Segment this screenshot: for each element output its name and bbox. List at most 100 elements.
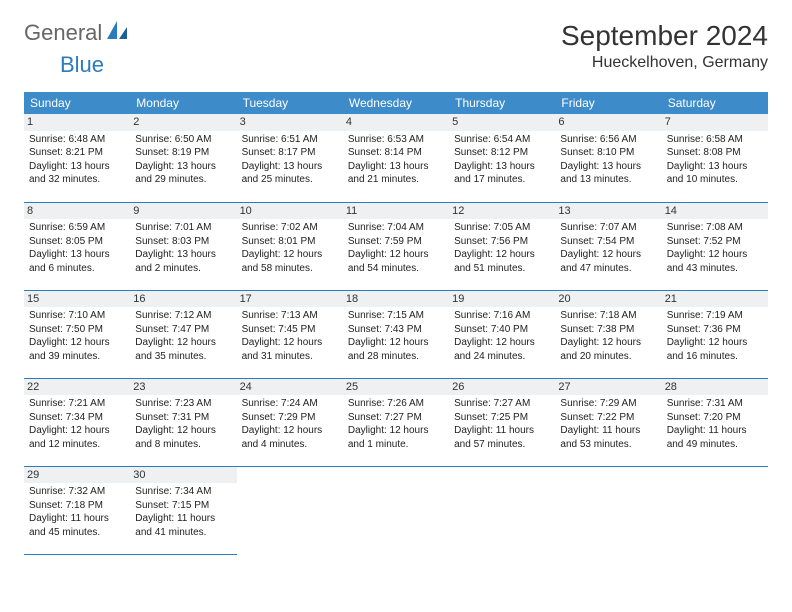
calendar-day-cell: 6Sunrise: 6:56 AMSunset: 8:10 PMDaylight…: [555, 114, 661, 202]
daylight-text: and 58 minutes.: [242, 262, 338, 276]
daylight-text: and 25 minutes.: [242, 173, 338, 187]
sunset-text: Sunset: 7:15 PM: [135, 499, 231, 513]
calendar-day-cell: 28Sunrise: 7:31 AMSunset: 7:20 PMDayligh…: [662, 378, 768, 466]
sunset-text: Sunset: 7:47 PM: [135, 323, 231, 337]
daylight-text: and 17 minutes.: [454, 173, 550, 187]
day-number: 3: [237, 114, 343, 131]
daylight-text: Daylight: 12 hours: [242, 336, 338, 350]
sunrise-text: Sunrise: 7:31 AM: [667, 397, 763, 411]
daylight-text: Daylight: 13 hours: [242, 160, 338, 174]
calendar-day-cell: 23Sunrise: 7:23 AMSunset: 7:31 PMDayligh…: [130, 378, 236, 466]
calendar-week-row: 8Sunrise: 6:59 AMSunset: 8:05 PM Daylight…: [24, 202, 768, 290]
calendar-day-cell: 14Sunrise: 7:08 AMSunset: 7:52 PMDayligh…: [662, 202, 768, 290]
sunset-text: Sunset: 7:22 PM: [560, 411, 656, 425]
calendar-day-cell: 15Sunrise: 7:10 AMSunset: 7:50 PMDayligh…: [24, 290, 130, 378]
daylight-text: and 32 minutes.: [29, 173, 125, 187]
day-number: 29: [24, 467, 130, 484]
daylight-text: Daylight: 12 hours: [348, 424, 444, 438]
sunset-text: Sunset: 7:45 PM: [242, 323, 338, 337]
sunset-text: Sunset: 8:21 PM: [29, 146, 125, 160]
sunrise-text: Sunrise: 7:16 AM: [454, 309, 550, 323]
sunset-text: Sunset: 8:10 PM: [560, 146, 656, 160]
calendar-day-cell: 8Sunrise: 6:59 AMSunset: 8:05 PMDaylight…: [24, 202, 130, 290]
day-number: 15: [24, 291, 130, 308]
calendar-day-cell: 27Sunrise: 7:29 AMSunset: 7:22 PMDayligh…: [555, 378, 661, 466]
daylight-text: and 1 minute.: [348, 438, 444, 452]
daylight-text: Daylight: 12 hours: [242, 248, 338, 262]
calendar-day-cell: 5Sunrise: 6:54 AMSunset: 8:12 PMDaylight…: [449, 114, 555, 202]
logo-text-general: General: [24, 20, 102, 46]
sunrise-text: Sunrise: 7:04 AM: [348, 221, 444, 235]
sunset-text: Sunset: 8:05 PM: [29, 235, 125, 249]
calendar-day-cell: 26Sunrise: 7:27 AMSunset: 7:25 PMDayligh…: [449, 378, 555, 466]
calendar-day-cell: 18Sunrise: 7:15 AMSunset: 7:43 PMDayligh…: [343, 290, 449, 378]
sunset-text: Sunset: 7:36 PM: [667, 323, 763, 337]
day-number: 18: [343, 291, 449, 308]
day-number: 8: [24, 203, 130, 220]
daylight-text: and 10 minutes.: [667, 173, 763, 187]
calendar-day-cell: 16Sunrise: 7:12 AMSunset: 7:47 PMDayligh…: [130, 290, 236, 378]
sunrise-text: Sunrise: 7:12 AM: [135, 309, 231, 323]
sunrise-text: Sunrise: 6:51 AM: [242, 133, 338, 147]
daylight-text: Daylight: 11 hours: [135, 512, 231, 526]
daylight-text: and 39 minutes.: [29, 350, 125, 364]
daylight-text: Daylight: 12 hours: [667, 336, 763, 350]
daylight-text: Daylight: 12 hours: [560, 248, 656, 262]
sunset-text: Sunset: 7:25 PM: [454, 411, 550, 425]
sunset-text: Sunset: 7:38 PM: [560, 323, 656, 337]
calendar-day-cell: 7Sunrise: 6:58 AMSunset: 8:08 PMDaylight…: [662, 114, 768, 202]
daylight-text: and 45 minutes.: [29, 526, 125, 540]
daylight-text: Daylight: 13 hours: [560, 160, 656, 174]
sunrise-text: Sunrise: 7:29 AM: [560, 397, 656, 411]
daylight-text: Daylight: 11 hours: [29, 512, 125, 526]
sunrise-text: Sunrise: 7:19 AM: [667, 309, 763, 323]
day-number: 30: [130, 467, 236, 484]
calendar-day-cell: 11Sunrise: 7:04 AMSunset: 7:59 PMDayligh…: [343, 202, 449, 290]
sunset-text: Sunset: 7:50 PM: [29, 323, 125, 337]
sunset-text: Sunset: 8:14 PM: [348, 146, 444, 160]
calendar-week-row: 15Sunrise: 7:10 AMSunset: 7:50 PMDayligh…: [24, 290, 768, 378]
calendar-day-cell: 20Sunrise: 7:18 AMSunset: 7:38 PMDayligh…: [555, 290, 661, 378]
sunset-text: Sunset: 7:31 PM: [135, 411, 231, 425]
sunset-text: Sunset: 7:29 PM: [242, 411, 338, 425]
daylight-text: Daylight: 12 hours: [560, 336, 656, 350]
daylight-text: Daylight: 12 hours: [348, 336, 444, 350]
sunset-text: Sunset: 7:40 PM: [454, 323, 550, 337]
calendar-day-cell: [662, 466, 768, 554]
sunset-text: Sunset: 8:12 PM: [454, 146, 550, 160]
calendar-day-cell: 24Sunrise: 7:24 AMSunset: 7:29 PMDayligh…: [237, 378, 343, 466]
calendar-day-cell: 3 Sunrise: 6:51 AMSunset: 8:17 PMDaylight…: [237, 114, 343, 202]
weekday-header: Tuesday: [237, 92, 343, 114]
sunrise-text: Sunrise: 6:59 AM: [29, 221, 125, 235]
sunset-text: Sunset: 7:18 PM: [29, 499, 125, 513]
weekday-header: Monday: [130, 92, 236, 114]
calendar-day-cell: 21Sunrise: 7:19 AMSunset: 7:36 PMDayligh…: [662, 290, 768, 378]
sunset-text: Sunset: 7:52 PM: [667, 235, 763, 249]
weekday-header-row: Sunday Monday Tuesday Wednesday Thursday…: [24, 92, 768, 114]
day-number: 2: [130, 114, 236, 131]
weekday-header: Friday: [555, 92, 661, 114]
sunset-text: Sunset: 7:27 PM: [348, 411, 444, 425]
day-number: 12: [449, 203, 555, 220]
day-number: 16: [130, 291, 236, 308]
daylight-text: and 12 minutes.: [29, 438, 125, 452]
calendar-day-cell: 1Sunrise: 6:48 AMSunset: 8:21 PMDaylight…: [24, 114, 130, 202]
sunset-text: Sunset: 8:03 PM: [135, 235, 231, 249]
daylight-text: Daylight: 13 hours: [667, 160, 763, 174]
day-number: 22: [24, 379, 130, 396]
sunrise-text: Sunrise: 6:50 AM: [135, 133, 231, 147]
sunset-text: Sunset: 7:20 PM: [667, 411, 763, 425]
sunrise-text: Sunrise: 6:48 AM: [29, 133, 125, 147]
weekday-header: Wednesday: [343, 92, 449, 114]
sunset-text: Sunset: 8:19 PM: [135, 146, 231, 160]
sunset-text: Sunset: 7:43 PM: [348, 323, 444, 337]
sunset-text: Sunset: 8:17 PM: [242, 146, 338, 160]
logo-sail-icon: [107, 21, 129, 46]
sunset-text: Sunset: 7:56 PM: [454, 235, 550, 249]
sunrise-text: Sunrise: 7:01 AM: [135, 221, 231, 235]
calendar-day-cell: 30Sunrise: 7:34 AMSunset: 7:15 PMDayligh…: [130, 466, 236, 554]
daylight-text: Daylight: 12 hours: [135, 336, 231, 350]
daylight-text: and 2 minutes.: [135, 262, 231, 276]
calendar-day-cell: [555, 466, 661, 554]
sunrise-text: Sunrise: 7:08 AM: [667, 221, 763, 235]
